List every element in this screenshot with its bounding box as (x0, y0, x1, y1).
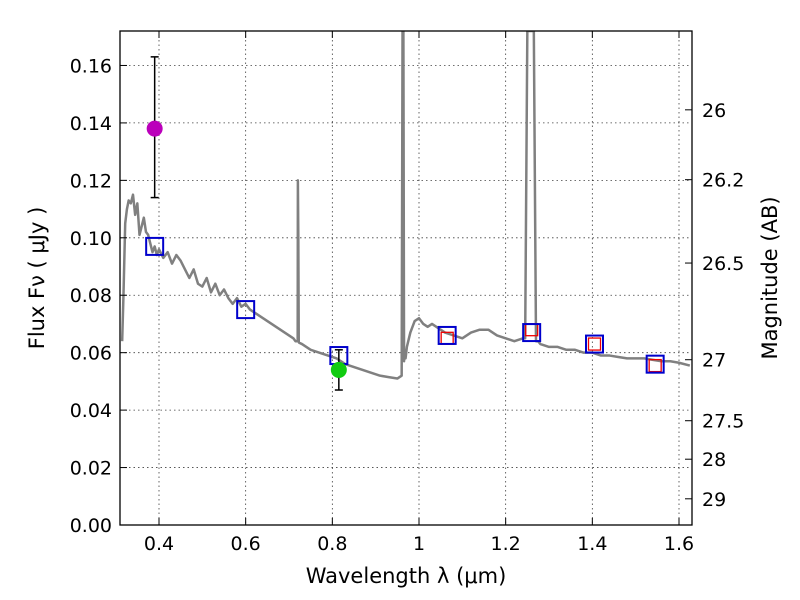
y-tick-label: 0.14 (70, 113, 112, 135)
mag-tick-label: 27 (702, 350, 726, 372)
y-tick-label: 0.06 (70, 343, 112, 365)
mag-tick-label: 26.2 (702, 170, 744, 192)
x-tick-label: 1.2 (491, 533, 521, 555)
model-photometry-square (236, 300, 256, 320)
x-tick-label: 1.6 (664, 533, 694, 555)
y2-axis-label: Magnitude (AB) (758, 196, 782, 359)
mag-tick-label: 28 (702, 449, 726, 471)
y-tick-label: 0.04 (70, 400, 112, 422)
y-tick-label: 0.10 (70, 228, 112, 250)
magenta-point (146, 120, 163, 137)
green-point (330, 361, 347, 378)
model-photometry-square (145, 236, 165, 256)
y-tick-label: 0.02 (70, 458, 112, 480)
ticks: 0.4 0.6 0.8 1 1.2 1.4 1.6 0.00 0.02 0.04 0.06 0.08 0… (70, 31, 744, 555)
x-tick-label: 1 (413, 533, 425, 555)
y-tick-label: 0.12 (70, 170, 112, 192)
markers (145, 56, 665, 391)
model-photometry-square (585, 334, 604, 354)
y-tick-label: 0.00 (70, 515, 112, 537)
observed-square (587, 337, 602, 351)
mag-tick-label: 26.5 (702, 253, 744, 275)
plot-frame (119, 30, 693, 526)
mag-tick-label: 26 (702, 100, 726, 122)
x-tick-label: 0.6 (231, 533, 261, 555)
mag-tick-label: 27.5 (702, 411, 744, 433)
spectrum-line (120, 31, 691, 380)
y-tick-label: 0.16 (70, 55, 112, 77)
model-photometry-square (522, 323, 542, 343)
model-photometry-square (645, 354, 665, 374)
model-photometry-square (437, 325, 457, 345)
y-axis-label: Flux Fν ( μJy ) (25, 207, 49, 350)
x-tick-label: 0.8 (317, 533, 347, 555)
x-axis-label: Wavelength λ (μm) (306, 564, 507, 588)
y-tick-label: 0.08 (70, 285, 112, 307)
mag-tick-label: 29 (702, 489, 726, 511)
observed-square (648, 358, 662, 373)
x-tick-label: 1.4 (577, 533, 607, 555)
x-tick-label: 0.4 (144, 533, 174, 555)
